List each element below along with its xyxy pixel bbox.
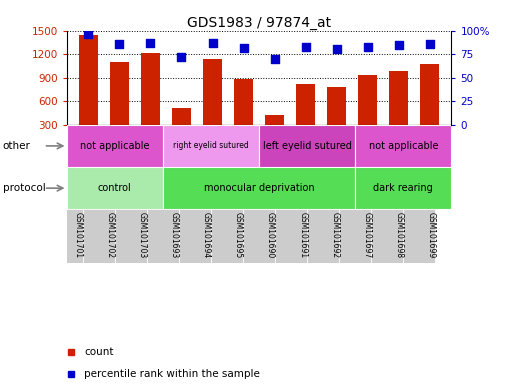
Title: GDS1983 / 97874_at: GDS1983 / 97874_at [187, 16, 331, 30]
Bar [265, 115, 284, 148]
Text: monocular deprivation: monocular deprivation [204, 183, 314, 193]
FancyBboxPatch shape [355, 167, 451, 209]
Text: GSM101694: GSM101694 [202, 212, 211, 258]
Text: GSM101692: GSM101692 [330, 212, 339, 258]
Text: control: control [98, 183, 132, 193]
FancyBboxPatch shape [275, 209, 307, 263]
FancyBboxPatch shape [179, 209, 211, 263]
FancyBboxPatch shape [51, 209, 83, 263]
Text: protocol: protocol [3, 183, 45, 193]
Bar [234, 79, 253, 148]
Point [115, 41, 124, 47]
FancyBboxPatch shape [67, 125, 163, 167]
Text: left eyelid sutured: left eyelid sutured [263, 141, 351, 151]
Point [364, 44, 372, 50]
FancyBboxPatch shape [115, 209, 147, 263]
Point [426, 41, 434, 47]
FancyBboxPatch shape [83, 209, 115, 263]
Point [302, 44, 310, 50]
Text: GSM101695: GSM101695 [234, 212, 243, 258]
Bar [141, 53, 160, 148]
Point [332, 46, 341, 52]
Text: right eyelid sutured: right eyelid sutured [173, 141, 249, 151]
Bar [172, 108, 191, 148]
Text: GSM101701: GSM101701 [74, 212, 83, 258]
Point [240, 45, 248, 51]
Text: GSM101702: GSM101702 [106, 212, 115, 258]
Bar [110, 62, 129, 148]
FancyBboxPatch shape [371, 209, 403, 263]
Point [208, 40, 216, 46]
Text: count: count [84, 346, 113, 357]
Bar [421, 64, 439, 148]
FancyBboxPatch shape [163, 167, 355, 209]
FancyBboxPatch shape [147, 209, 179, 263]
FancyBboxPatch shape [403, 209, 436, 263]
Point [177, 54, 186, 60]
Point [270, 56, 279, 62]
Text: not applicable: not applicable [369, 141, 438, 151]
Text: GSM101690: GSM101690 [266, 212, 275, 258]
Text: GSM101697: GSM101697 [362, 212, 371, 258]
Text: GSM101698: GSM101698 [394, 212, 403, 258]
Text: percentile rank within the sample: percentile rank within the sample [84, 369, 260, 379]
Bar [327, 87, 346, 148]
FancyBboxPatch shape [307, 209, 339, 263]
FancyBboxPatch shape [67, 167, 163, 209]
FancyBboxPatch shape [339, 209, 371, 263]
Bar [359, 75, 377, 148]
Bar [297, 84, 315, 148]
FancyBboxPatch shape [243, 209, 275, 263]
Text: other: other [3, 141, 30, 151]
Text: GSM101699: GSM101699 [426, 212, 436, 258]
Bar [79, 35, 97, 148]
Point [84, 31, 92, 38]
Text: GSM101691: GSM101691 [298, 212, 307, 258]
Bar [203, 59, 222, 148]
FancyBboxPatch shape [163, 125, 259, 167]
Point [394, 42, 403, 48]
Text: dark rearing: dark rearing [373, 183, 433, 193]
Text: not applicable: not applicable [80, 141, 149, 151]
Bar [389, 71, 408, 148]
Text: GSM101703: GSM101703 [138, 212, 147, 258]
FancyBboxPatch shape [211, 209, 243, 263]
Point [146, 40, 154, 46]
Text: GSM101693: GSM101693 [170, 212, 179, 258]
FancyBboxPatch shape [355, 125, 451, 167]
FancyBboxPatch shape [259, 125, 355, 167]
